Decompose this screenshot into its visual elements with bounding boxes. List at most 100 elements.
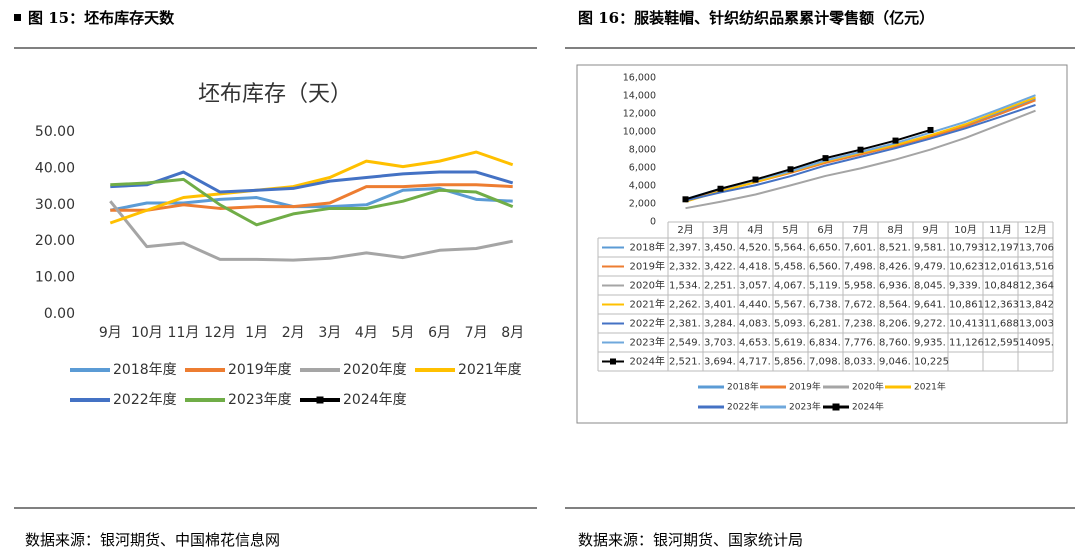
table-cell: 4,653. bbox=[739, 338, 771, 349]
table-row-label: 2024年 bbox=[630, 355, 665, 368]
table-cell: 9,046. bbox=[879, 357, 911, 368]
legend-label: 2020年度 bbox=[343, 362, 407, 378]
table-cell: 3,401. bbox=[704, 300, 736, 311]
y-tick-label: 14,000 bbox=[623, 91, 656, 102]
table-cell: 8,045. bbox=[914, 281, 946, 292]
table-cell: 3,450. bbox=[704, 243, 736, 254]
table-cell: 4,717. bbox=[739, 357, 771, 368]
x-tick-label: 9月 bbox=[99, 325, 122, 341]
table-cell: 2,549. bbox=[669, 338, 701, 349]
series-line bbox=[685, 109, 1036, 210]
table-cell: 9,339. bbox=[949, 281, 981, 292]
chart-frame bbox=[576, 64, 1068, 424]
y-tick-label: 30.00 bbox=[35, 197, 75, 213]
x-tick-label: 10月 bbox=[954, 224, 977, 236]
table-cell: 4,520. bbox=[739, 243, 771, 254]
table-cell: 6,834. bbox=[809, 338, 841, 349]
table-cell: 5,856. bbox=[774, 357, 806, 368]
table-cell: 14095. bbox=[1019, 338, 1054, 349]
table-row-label: 2021年 bbox=[630, 298, 665, 311]
marker bbox=[682, 196, 689, 203]
table-row-label: 2018年 bbox=[630, 241, 665, 254]
legend-label: 2018年 bbox=[727, 381, 759, 393]
table-cell: 6,936. bbox=[879, 281, 911, 292]
y-tick-label: 0 bbox=[650, 217, 656, 228]
table-cell: 5,567. bbox=[774, 300, 806, 311]
table-cell: 8,564. bbox=[879, 300, 911, 311]
y-tick-label: 16,000 bbox=[623, 73, 656, 84]
x-tick-label: 5月 bbox=[782, 224, 798, 236]
x-tick-label: 9月 bbox=[922, 224, 938, 236]
y-tick-label: 10.00 bbox=[35, 270, 75, 286]
legend-label: 2022年 bbox=[727, 401, 759, 413]
legend-label: 2019年度 bbox=[228, 362, 292, 378]
x-tick-label: 5月 bbox=[391, 325, 414, 341]
table-cell: 11,688 bbox=[984, 319, 1019, 330]
table-cell: 5,958. bbox=[844, 281, 876, 292]
marker bbox=[717, 185, 724, 192]
legend-marker bbox=[832, 403, 840, 411]
series-line bbox=[110, 177, 514, 227]
x-tick-label: 4月 bbox=[355, 325, 378, 341]
table-cell: 10,413 bbox=[949, 319, 984, 330]
table-cell: 5,119. bbox=[809, 281, 841, 292]
bullet bbox=[14, 14, 21, 21]
table-cell: 6,738. bbox=[809, 300, 841, 311]
table-cell: 9,581. bbox=[914, 243, 946, 254]
table-cell: 4,083. bbox=[739, 319, 771, 330]
table-cell: 10,793 bbox=[949, 243, 984, 254]
table-cell: 2,262. bbox=[669, 300, 701, 311]
table-cell: 2,251. bbox=[704, 281, 736, 292]
y-tick-label: 6,000 bbox=[629, 163, 656, 174]
y-tick-label: 12,000 bbox=[623, 109, 656, 120]
series-line bbox=[110, 183, 513, 212]
table-cell: 6,560. bbox=[809, 262, 841, 273]
table-cell: 4,067. bbox=[774, 281, 806, 292]
table-cell: 12,016 bbox=[984, 262, 1019, 273]
x-tick-label: 12月 bbox=[204, 325, 236, 341]
y-tick-label: 0.00 bbox=[44, 306, 75, 322]
table-cell: 9,641. bbox=[914, 300, 946, 311]
x-tick-label: 3月 bbox=[712, 224, 728, 236]
x-tick-label: 7月 bbox=[852, 224, 868, 236]
x-tick-label: 7月 bbox=[465, 325, 488, 341]
table-cell: 2,381. bbox=[669, 319, 701, 330]
table-cell: 6,281. bbox=[809, 319, 841, 330]
legend-label: 2022年度 bbox=[113, 392, 177, 408]
legend-label: 2023年 bbox=[789, 401, 821, 413]
x-tick-label: 10月 bbox=[131, 325, 163, 341]
legend-label: 2023年度 bbox=[228, 392, 292, 408]
legend-label: 2024年 bbox=[852, 401, 884, 413]
table-cell: 13,003 bbox=[1019, 319, 1054, 330]
y-tick-label: 50.00 bbox=[35, 124, 75, 140]
x-tick-label: 11月 bbox=[168, 325, 200, 341]
table-cell: 9,479. bbox=[914, 262, 946, 273]
legend-label: 2021年 bbox=[914, 381, 946, 393]
table-cell: 3,703. bbox=[704, 338, 736, 349]
table-cell: 8,760. bbox=[879, 338, 911, 349]
marker bbox=[857, 146, 864, 153]
series-line bbox=[109, 150, 514, 225]
table-cell: 4,440. bbox=[739, 300, 771, 311]
table-cell: 5,458. bbox=[774, 262, 806, 273]
x-tick-label: 6月 bbox=[817, 224, 833, 236]
y-tick-label: 20.00 bbox=[35, 233, 75, 249]
table-row-label: 2023年 bbox=[630, 336, 665, 349]
marker bbox=[927, 126, 934, 133]
table-cell: 12,363 bbox=[984, 300, 1019, 311]
y-tick-label: 10,000 bbox=[623, 127, 656, 138]
table-cell: 9,272. bbox=[914, 319, 946, 330]
table-marker bbox=[610, 358, 616, 365]
table-row-label: 2020年 bbox=[630, 279, 665, 292]
table-cell: 11,126 bbox=[949, 338, 984, 349]
caption: 图 16：服装鞋帽、针织纺织品累累计零售额（亿元） bbox=[578, 9, 934, 27]
source: 数据来源：银河期货、国家统计局 bbox=[578, 531, 803, 549]
table-cell: 10,623 bbox=[949, 262, 984, 273]
legend-label: 2018年度 bbox=[113, 362, 177, 378]
table-cell: 13,516 bbox=[1019, 262, 1054, 273]
table-cell: 2,521. bbox=[669, 357, 701, 368]
x-tick-label: 4月 bbox=[747, 224, 763, 236]
legend-marker bbox=[316, 396, 324, 404]
series-line bbox=[110, 170, 514, 194]
